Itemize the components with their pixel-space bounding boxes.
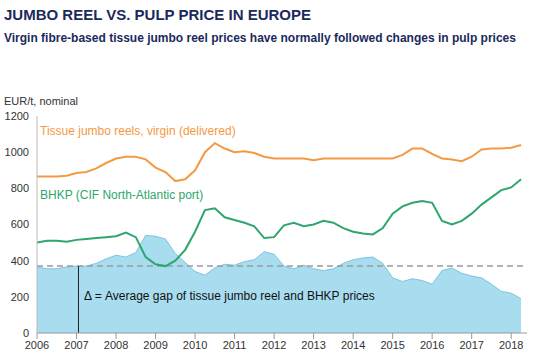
html-text:Δ = Average gap of tissue jumb: Δ = Average gap of tissue jumbo reel and… xyxy=(84,289,375,303)
svg-text:1000: 1000 xyxy=(8,146,29,158)
svg-text:400: 400 xyxy=(11,255,29,267)
svg-text:2013: 2013 xyxy=(301,339,325,351)
svg-text:2012: 2012 xyxy=(262,339,286,351)
svg-text:600: 600 xyxy=(11,218,29,230)
svg-text:1200: 1200 xyxy=(8,110,29,122)
html-text:Virgin fibre-based tissue jumb: Virgin fibre-based tissue jumbo reel pri… xyxy=(4,31,516,45)
svg-text:2015: 2015 xyxy=(380,339,404,351)
svg-text:2017: 2017 xyxy=(459,339,483,351)
svg-text:2010: 2010 xyxy=(183,339,207,351)
svg-text:2014: 2014 xyxy=(341,339,365,351)
svg-text:2008: 2008 xyxy=(104,339,128,351)
svg-text:2009: 2009 xyxy=(143,339,167,351)
svg-text:200: 200 xyxy=(11,291,29,303)
html-text:EUR/t, nominal: EUR/t, nominal xyxy=(4,95,78,107)
html-text:BHKP (CIF North-Atlantic port): BHKP (CIF North-Atlantic port) xyxy=(40,188,204,202)
svg-text:0: 0 xyxy=(23,327,29,339)
svg-text:2007: 2007 xyxy=(64,339,88,351)
html-text:Tissue jumbo reels, virgin (de: Tissue jumbo reels, virgin (delivered) xyxy=(40,124,236,138)
svg-text:2011: 2011 xyxy=(223,339,247,351)
html-text:JUMBO REEL VS. PULP PRICE IN E: JUMBO REEL VS. PULP PRICE IN EUROPE xyxy=(4,6,311,23)
svg-text:2016: 2016 xyxy=(420,339,444,351)
svg-text:2018: 2018 xyxy=(499,339,523,351)
svg-text:2006: 2006 xyxy=(25,339,49,351)
svg-text:800: 800 xyxy=(11,182,29,194)
